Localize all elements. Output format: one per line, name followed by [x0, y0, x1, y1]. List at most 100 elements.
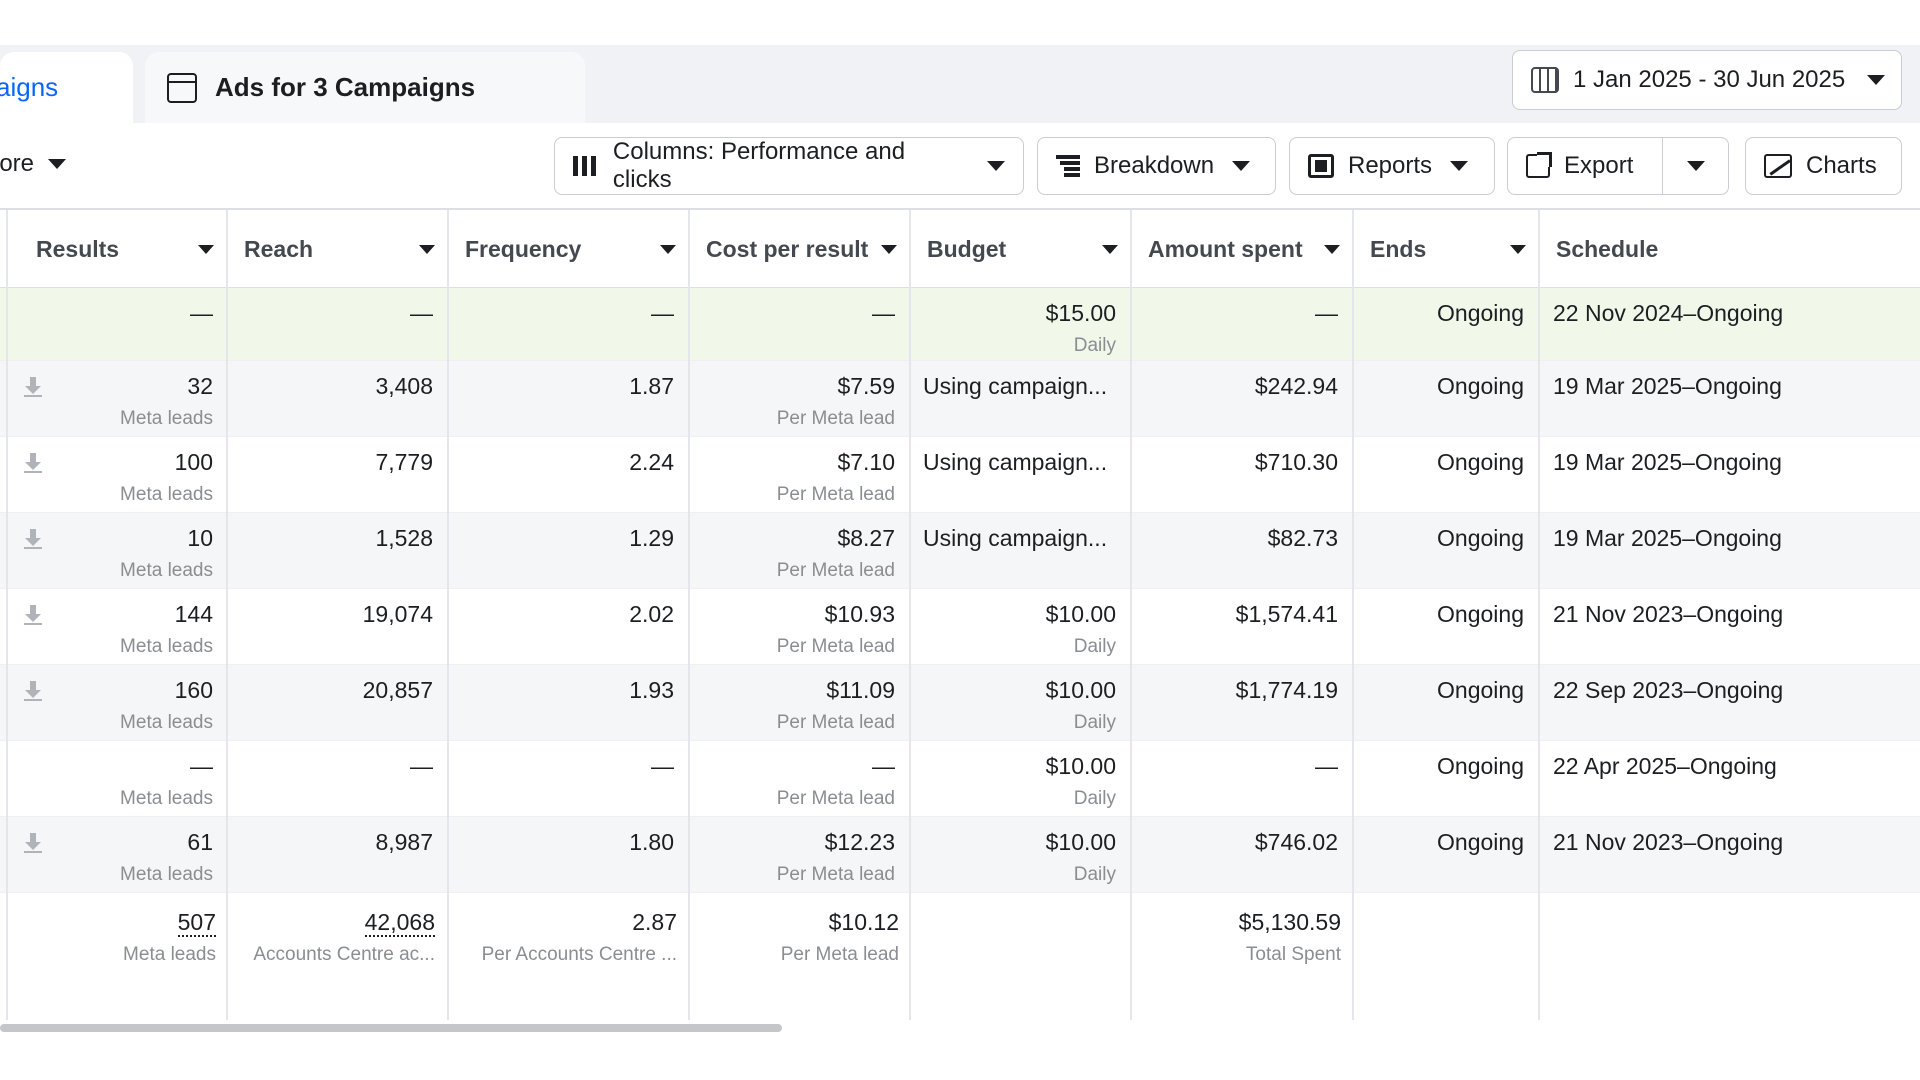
reports-button[interactable]: Reports — [1289, 137, 1495, 195]
cost-per-result-cell: $11.09 Per Meta lead — [777, 677, 895, 734]
table-row[interactable]: — Meta leads — — — Per Meta lead $10.00 Daily — O… — [0, 741, 1920, 817]
budget-cell: $10.00 Daily — [1046, 601, 1116, 658]
table-row[interactable]: 61 Meta leads 8,987 1.80 $12.23 Per Meta lead… — [0, 817, 1920, 893]
reach-cell-value: 19,074 — [362, 601, 433, 627]
cost-per-result-cell: — Per Meta lead — [777, 753, 895, 810]
download-icon[interactable] — [24, 681, 42, 701]
sort-caret-icon — [1510, 245, 1526, 254]
columns-label: Columns: Performance and clicks — [612, 138, 906, 193]
download-icon[interactable] — [24, 833, 42, 853]
amount-spent-cell-value: — — [1315, 753, 1338, 779]
schedule-cell: 21 Nov 2023–Ongoing — [1553, 829, 1783, 856]
columns-icon — [573, 156, 599, 176]
results-cell-value: 160 — [174, 677, 213, 703]
cost-per-result-cell-unit: Per Meta lead — [776, 712, 895, 733]
total-results-value: 507 — [177, 909, 216, 937]
tab-ads-label: Ads for 3 Campaigns — [215, 72, 476, 102]
download-icon[interactable] — [24, 453, 42, 473]
cost-per-result-cell: $7.59 Per Meta lead — [777, 373, 895, 430]
cost-per-result-cell-value: $10.93 — [824, 601, 895, 627]
download-icon[interactable] — [24, 605, 42, 625]
column-header-amount-spent[interactable]: Amount spent — [1130, 210, 1352, 288]
budget-cell: Using campaign... — [923, 525, 1107, 552]
charts-button[interactable]: Charts — [1745, 137, 1902, 195]
frequency-cell: 1.87 — [629, 373, 674, 400]
columns-button[interactable]: Columns: Performance and clicks — [554, 137, 1024, 195]
frequency-cell-value: 2.24 — [629, 449, 674, 475]
results-cell-value: — — [190, 753, 213, 779]
ends-cell-value: Ongoing — [1437, 300, 1524, 326]
sort-caret-icon — [1102, 245, 1118, 254]
reach-cell-value: 20,857 — [362, 677, 433, 703]
budget-cell-value: $10.00 — [1045, 601, 1116, 627]
column-header-cost-per-result[interactable]: Cost per result — [688, 210, 909, 288]
breakdown-button[interactable]: Breakdown — [1037, 137, 1276, 195]
ends-cell: Ongoing — [1437, 300, 1524, 327]
frequency-cell-value: 1.87 — [629, 373, 674, 399]
export-button[interactable]: Export — [1507, 137, 1664, 195]
more-menu-button[interactable]: lore — [0, 150, 67, 178]
total-frequency-unit: Per Accounts Centre ... — [481, 944, 677, 965]
reports-label: Reports — [1348, 152, 1433, 179]
column-header-results[interactable]: Results — [18, 210, 226, 288]
table-totals-row: 507 Meta leads 42,068 Accounts Centre ac… — [0, 893, 1920, 973]
total-cost-value: $10.12 — [828, 909, 899, 935]
column-header-label: Frequency — [465, 235, 582, 262]
schedule-cell: 22 Apr 2025–Ongoing — [1553, 753, 1777, 780]
column-header-frequency[interactable]: Frequency — [447, 210, 688, 288]
budget-cell-value: $10.00 — [1045, 677, 1116, 703]
reach-cell: 19,074 — [363, 601, 433, 628]
schedule-cell: 19 Mar 2025–Ongoing — [1553, 373, 1782, 400]
ends-cell: Ongoing — [1437, 525, 1524, 552]
total-spent-value: $5,130.59 — [1238, 909, 1341, 935]
results-cell-unit: Meta leads — [120, 560, 213, 581]
table-row[interactable]: 144 Meta leads 19,074 2.02 $10.93 Per Meta le… — [0, 589, 1920, 665]
calendar-icon — [1531, 67, 1559, 93]
tab-ads[interactable]: Ads for 3 Campaigns — [145, 52, 585, 123]
frequency-cell: 1.80 — [629, 829, 674, 856]
reach-cell-value: 1,528 — [375, 525, 433, 551]
frequency-cell-value: 1.29 — [629, 525, 674, 551]
download-icon[interactable] — [24, 529, 42, 549]
total-results: 507 Meta leads — [123, 909, 216, 966]
table-row[interactable]: 100 Meta leads 7,779 2.24 $7.10 Per Meta lead… — [0, 437, 1920, 513]
tab-campaigns[interactable]: aigns — [0, 52, 133, 123]
results-cell-value: — — [190, 300, 213, 326]
ends-cell-value: Ongoing — [1437, 449, 1524, 475]
export-label: Export — [1564, 152, 1634, 179]
date-range-picker[interactable]: 1 Jan 2025 - 30 Jun 2025 — [1512, 50, 1902, 110]
budget-cell: $10.00 Daily — [1046, 677, 1116, 734]
column-divider — [1538, 210, 1540, 1020]
results-cell: 160 Meta leads — [120, 677, 213, 734]
horizontal-scrollbar[interactable] — [0, 1024, 782, 1032]
download-icon[interactable] — [24, 377, 42, 397]
column-divider — [1130, 210, 1132, 1020]
ad-preview-icon — [167, 72, 197, 103]
reach-cell: — — [410, 300, 433, 327]
amount-spent-cell: $82.73 — [1268, 525, 1338, 552]
charts-icon — [1764, 154, 1792, 178]
schedule-cell: 19 Mar 2025–Ongoing — [1553, 525, 1782, 552]
frequency-cell: — — [651, 300, 674, 327]
table-row[interactable]: 32 Meta leads 3,408 1.87 $7.59 Per Meta lead U… — [0, 361, 1920, 437]
total-reach-value: 42,068 — [364, 909, 435, 937]
cost-per-result-cell-unit: Per Meta lead — [776, 560, 895, 581]
reach-cell: 3,408 — [375, 373, 433, 400]
amount-spent-cell-value: — — [1315, 300, 1338, 326]
schedule-cell-value: 21 Nov 2023–Ongoing — [1553, 829, 1784, 855]
chevron-down-icon — [1686, 161, 1705, 171]
table-row[interactable]: — — — — $15.00 Daily — Ongoing 22 Nov 2024–Ongoi… — [0, 288, 1920, 361]
budget-cell-unit: Daily — [1073, 712, 1116, 733]
total-frequency-value: 2.87 — [632, 909, 677, 935]
budget-cell: Using campaign... — [923, 449, 1107, 476]
column-header-schedule[interactable]: Schedule — [1538, 210, 1920, 288]
more-label: lore — [0, 150, 35, 177]
frequency-cell: 1.29 — [629, 525, 674, 552]
export-options-button[interactable] — [1662, 137, 1729, 195]
table-row[interactable]: 10 Meta leads 1,528 1.29 $8.27 Per Meta lead U… — [0, 513, 1920, 589]
column-header-budget[interactable]: Budget — [909, 210, 1130, 288]
column-divider — [909, 210, 911, 1020]
column-header-reach[interactable]: Reach — [226, 210, 447, 288]
column-header-ends[interactable]: Ends — [1352, 210, 1538, 288]
table-row[interactable]: 160 Meta leads 20,857 1.93 $11.09 Per Meta le… — [0, 665, 1920, 741]
